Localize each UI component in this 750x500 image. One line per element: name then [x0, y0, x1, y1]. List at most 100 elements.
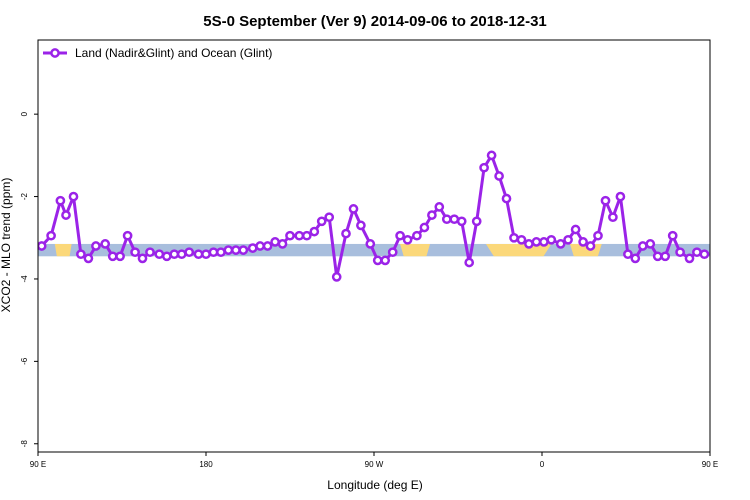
band-highlight-2 [400, 243, 430, 257]
chart-title-text: 5S-0 September (Ver 9) 2014-09-06 to 201… [203, 13, 547, 30]
data-point [486, 150, 497, 161]
data-point [449, 214, 460, 225]
data-point [387, 247, 398, 258]
data-point [161, 251, 172, 262]
data-point [479, 162, 489, 173]
data-point [201, 249, 211, 260]
band-highlight-3 [486, 243, 552, 257]
data-point [570, 224, 581, 235]
data-point [100, 239, 111, 249]
data-point [531, 237, 542, 247]
data-point [456, 216, 467, 227]
data-point [464, 257, 475, 268]
data-point [563, 234, 573, 245]
legend-point-marker [50, 48, 60, 58]
data-point [539, 237, 549, 247]
band-highlight-1 [54, 243, 72, 257]
data-point [285, 230, 295, 241]
data-point [208, 247, 219, 258]
data-point [223, 245, 234, 255]
data-point [501, 193, 512, 204]
data-point [184, 247, 195, 258]
plot-area [37, 39, 711, 453]
data-point [509, 232, 519, 243]
data-point [471, 216, 482, 227]
data-point [380, 255, 391, 266]
data-point [316, 216, 327, 227]
data-point [176, 249, 187, 260]
data-point [441, 214, 452, 225]
data-point [667, 230, 678, 241]
data-point [76, 249, 86, 260]
data-point [193, 249, 204, 260]
x-axis-label: Longitude (deg E) [327, 478, 422, 492]
data-point [585, 241, 596, 251]
data-point [46, 230, 56, 241]
data-point [630, 253, 641, 264]
data-point [145, 247, 155, 258]
data-point [137, 253, 148, 264]
data-point [301, 230, 312, 241]
data-point [130, 247, 140, 258]
legend-entry: Land (Nadir&Glint) and Ocean (Glint) [75, 46, 272, 60]
x-tick-label: 90 E [702, 460, 718, 469]
data-point [675, 247, 685, 258]
data-point [262, 241, 273, 251]
data-point [593, 230, 603, 241]
data-point [324, 212, 335, 223]
x-tick-label: 90 W [365, 460, 384, 469]
data-point [516, 234, 527, 245]
data-point [419, 222, 430, 233]
y-tick-label: -6 [20, 357, 29, 365]
y-tick-label: -2 [20, 192, 29, 200]
data-point [372, 255, 383, 266]
x-tick-label: 0 [540, 460, 545, 469]
data-point [494, 171, 504, 181]
data-point [247, 243, 258, 253]
data-point [600, 195, 611, 206]
series-layer [38, 150, 710, 282]
data-point [524, 239, 534, 249]
data-point [154, 249, 165, 260]
data-point [395, 230, 405, 241]
data-point [107, 251, 118, 262]
data-point [83, 253, 94, 264]
data-point [684, 253, 695, 264]
data-point [615, 191, 626, 202]
data-point [645, 239, 656, 249]
chart-title: 5S-0 September (Ver 9) 2014-09-06 to 201… [203, 13, 547, 30]
y-tick-label: -8 [20, 440, 29, 448]
y-tick-label: -4 [20, 275, 29, 283]
data-point [309, 226, 320, 237]
legend: Land (Nadir&Glint) and Ocean (Glint) [43, 46, 272, 60]
data-point [434, 202, 445, 212]
data-point [660, 251, 671, 262]
data-point [169, 249, 180, 260]
data-point [652, 251, 663, 262]
data-point [255, 241, 265, 251]
data-point [231, 245, 241, 255]
data-point [412, 230, 422, 241]
data-point [692, 247, 702, 258]
data-point [277, 239, 288, 249]
data-point [348, 204, 359, 214]
data-point [546, 234, 557, 245]
data-point [427, 210, 437, 220]
data-point [270, 237, 280, 247]
data-point [623, 249, 633, 260]
data-point [238, 245, 249, 255]
data-point [365, 239, 376, 249]
data-point [356, 220, 366, 231]
data-point [294, 230, 305, 241]
y-tick-label: 0 [20, 111, 29, 116]
data-point [699, 249, 710, 260]
data-point [68, 191, 79, 202]
y-axis-label: XCO2 - MLO trend (ppm) [0, 178, 13, 313]
data-point [61, 210, 71, 220]
data-point [122, 230, 133, 241]
data-point [331, 272, 342, 282]
y-axis: 0 -2 -4 -6 -8 [20, 111, 38, 447]
data-point [341, 228, 351, 239]
data-point [55, 195, 66, 206]
